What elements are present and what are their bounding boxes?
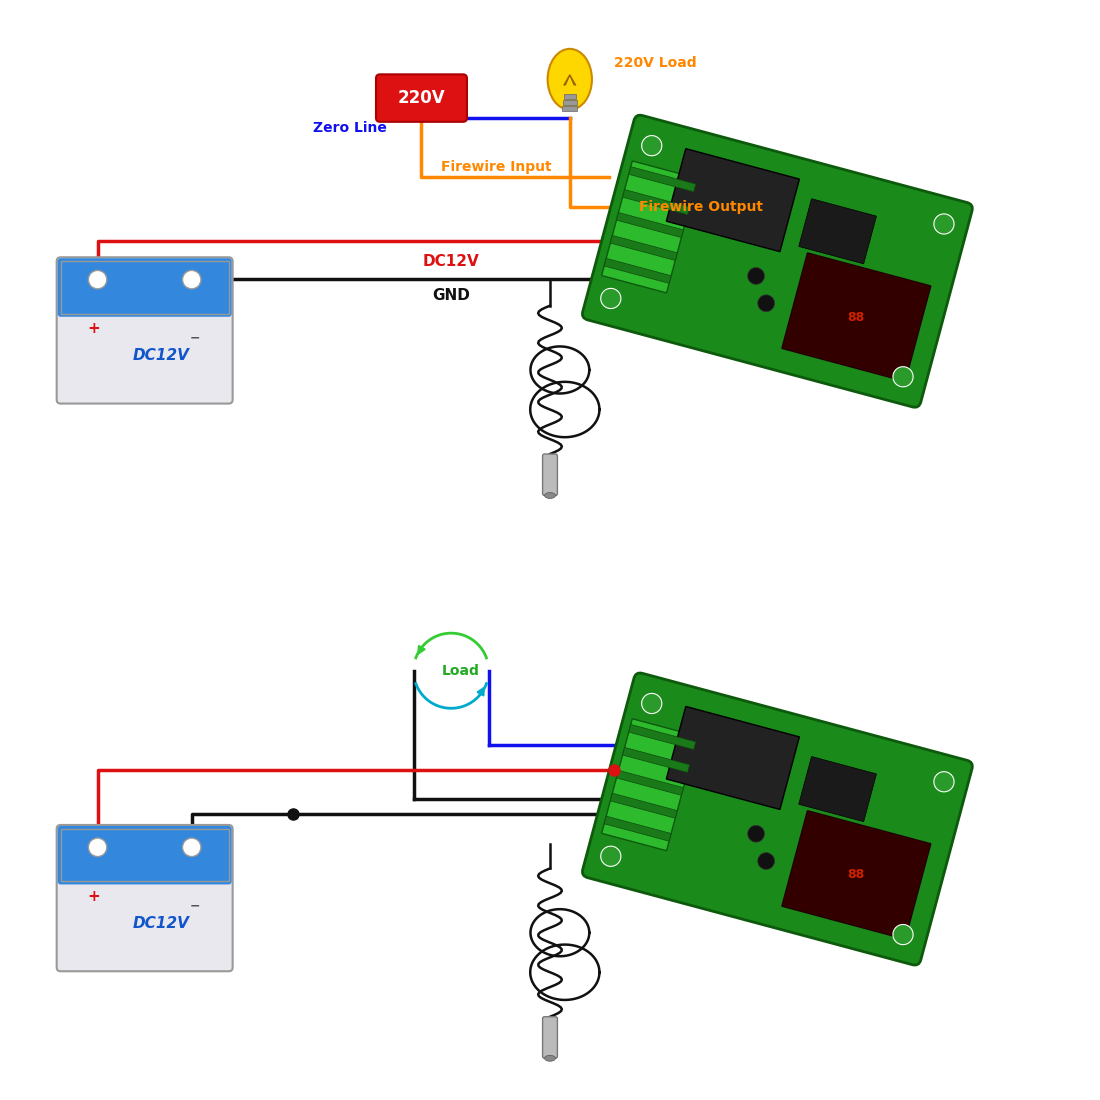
Bar bbox=[799, 199, 877, 264]
Bar bbox=[629, 167, 695, 191]
FancyBboxPatch shape bbox=[542, 454, 558, 495]
Text: +: + bbox=[88, 889, 100, 903]
Circle shape bbox=[601, 846, 620, 867]
Circle shape bbox=[893, 366, 913, 387]
Bar bbox=[604, 258, 671, 284]
FancyBboxPatch shape bbox=[57, 258, 232, 317]
Bar bbox=[623, 189, 690, 214]
Bar bbox=[60, 261, 229, 314]
Bar bbox=[602, 718, 697, 850]
Text: 88: 88 bbox=[848, 310, 865, 323]
Circle shape bbox=[748, 267, 764, 285]
FancyBboxPatch shape bbox=[582, 116, 972, 407]
Ellipse shape bbox=[548, 48, 592, 110]
Bar bbox=[563, 100, 576, 104]
Text: 220V Load: 220V Load bbox=[614, 56, 697, 70]
Circle shape bbox=[758, 852, 774, 869]
Text: Firewire Output: Firewire Output bbox=[639, 200, 763, 213]
Text: −: − bbox=[190, 900, 200, 913]
Bar bbox=[616, 770, 683, 795]
Circle shape bbox=[88, 838, 107, 857]
Bar bbox=[667, 706, 800, 810]
FancyBboxPatch shape bbox=[582, 673, 972, 965]
Text: DC12V: DC12V bbox=[133, 915, 190, 931]
Bar bbox=[604, 816, 671, 842]
FancyBboxPatch shape bbox=[57, 825, 232, 971]
Bar bbox=[782, 811, 931, 939]
Bar bbox=[562, 107, 578, 111]
Circle shape bbox=[601, 288, 620, 308]
Text: Load: Load bbox=[441, 663, 480, 678]
Circle shape bbox=[893, 924, 913, 945]
Text: DC12V: DC12V bbox=[422, 254, 480, 268]
Circle shape bbox=[934, 772, 954, 792]
Text: GND: GND bbox=[432, 288, 470, 304]
Bar bbox=[623, 747, 690, 772]
Bar bbox=[629, 725, 695, 749]
Text: Zero Line: Zero Line bbox=[312, 121, 386, 134]
Circle shape bbox=[641, 693, 662, 714]
FancyBboxPatch shape bbox=[57, 257, 232, 404]
Ellipse shape bbox=[544, 1055, 556, 1061]
Circle shape bbox=[641, 135, 662, 156]
Text: DC12V: DC12V bbox=[133, 348, 190, 363]
Circle shape bbox=[748, 825, 764, 843]
Circle shape bbox=[183, 271, 201, 289]
FancyBboxPatch shape bbox=[57, 826, 232, 884]
Bar bbox=[610, 235, 678, 261]
Bar bbox=[563, 94, 576, 99]
Circle shape bbox=[183, 838, 201, 857]
Ellipse shape bbox=[544, 493, 556, 498]
Circle shape bbox=[934, 213, 954, 234]
FancyBboxPatch shape bbox=[542, 1016, 558, 1058]
Text: 88: 88 bbox=[848, 869, 865, 881]
Circle shape bbox=[88, 271, 107, 289]
Bar bbox=[667, 148, 800, 252]
Circle shape bbox=[758, 295, 774, 311]
Bar bbox=[799, 757, 877, 822]
Text: −: − bbox=[190, 332, 200, 344]
Text: 220V: 220V bbox=[398, 89, 446, 107]
FancyBboxPatch shape bbox=[376, 75, 468, 122]
Bar bbox=[610, 793, 678, 818]
Text: +: + bbox=[88, 321, 100, 336]
Bar bbox=[616, 212, 683, 238]
Bar bbox=[602, 161, 697, 293]
Text: Firewire Input: Firewire Input bbox=[441, 161, 552, 174]
Bar bbox=[782, 253, 931, 382]
Bar bbox=[60, 829, 229, 881]
